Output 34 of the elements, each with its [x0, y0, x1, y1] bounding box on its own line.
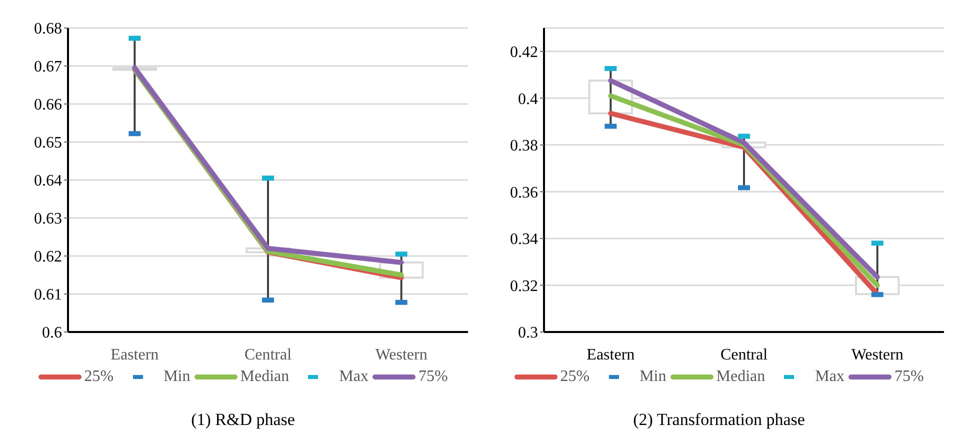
- legend-label: Max: [339, 368, 368, 386]
- legend-label: 75%: [418, 368, 448, 386]
- y-tick-label: 0.34: [510, 231, 538, 248]
- y-tick-label: 0.32: [510, 278, 538, 295]
- y-tick-label: 0.66: [34, 96, 62, 114]
- y-tick-label: 0.38: [510, 138, 538, 155]
- y-tick-label: 0.6: [42, 324, 62, 342]
- y-tick-label: 0.3: [518, 324, 538, 342]
- legend-label: 25%: [84, 368, 114, 386]
- x-tick-label: Central: [720, 346, 768, 364]
- x-tick-label: Eastern: [586, 346, 635, 364]
- y-tick-label: 0.61: [34, 286, 62, 304]
- legend-label: Min: [164, 368, 190, 386]
- legend-label: Median: [240, 368, 290, 386]
- legend-label: 25%: [560, 368, 590, 386]
- y-tick-label: 0.62: [34, 248, 62, 266]
- y-tick-label: 0.67: [34, 58, 62, 76]
- legend-label: Max: [815, 368, 844, 386]
- y-tick-label: 0.64: [34, 172, 62, 190]
- y-tick-label: 0.42: [510, 44, 538, 62]
- y-tick-label: 0.4: [518, 90, 538, 108]
- x-tick-label: Eastern: [110, 346, 159, 364]
- legend-label: Median: [716, 368, 766, 386]
- text: (1) R&D phase: [190, 410, 296, 430]
- text: (2) Transformation phase: [632, 410, 806, 430]
- y-tick-label: 0.68: [34, 20, 62, 38]
- legend-label: Min: [640, 368, 666, 386]
- x-tick-label: Western: [851, 346, 904, 364]
- y-tick-label: 0.63: [34, 210, 62, 228]
- x-tick-label: Western: [375, 346, 428, 364]
- y-tick-label: 0.36: [510, 184, 538, 202]
- x-tick-label: Central: [244, 346, 292, 364]
- y-tick-label: 0.65: [34, 134, 62, 152]
- legend-label: 75%: [894, 368, 924, 386]
